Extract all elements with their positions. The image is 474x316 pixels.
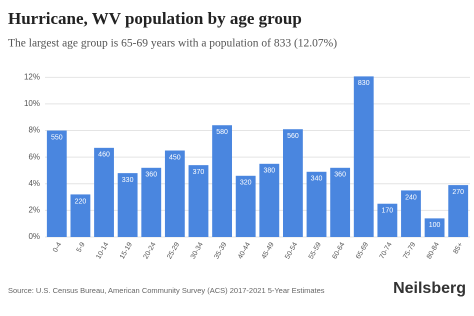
x-tick-label: 10-14 xyxy=(95,241,110,260)
data-label: 580 xyxy=(216,129,228,136)
bar xyxy=(46,130,67,237)
x-tick-label: 45-49 xyxy=(261,241,276,260)
data-label: 360 xyxy=(145,172,157,179)
bar xyxy=(212,125,232,237)
x-tick-label: 75-79 xyxy=(402,241,417,260)
chart-title: Hurricane, WV population by age group xyxy=(8,9,302,28)
source-note: Source: U.S. Census Bureau, American Com… xyxy=(8,286,325,295)
y-tick-label: 6% xyxy=(28,152,40,161)
data-label: 380 xyxy=(263,168,275,175)
x-tick-label: 85+ xyxy=(453,241,465,255)
x-tick-label: 70-74 xyxy=(379,241,394,260)
x-tick-label: 15-19 xyxy=(119,241,134,260)
data-label: 270 xyxy=(452,189,464,196)
x-tick-label: 50-54 xyxy=(284,241,299,260)
bar xyxy=(117,173,138,237)
x-tick-label: 35-39 xyxy=(213,241,228,260)
y-tick-label: 10% xyxy=(24,99,40,108)
data-label: 450 xyxy=(169,154,181,161)
x-tick-label: 55-59 xyxy=(308,241,323,260)
bar xyxy=(141,167,162,237)
x-tick-label: 60-64 xyxy=(331,241,346,260)
bar xyxy=(353,76,374,237)
bar xyxy=(306,171,327,237)
y-tick-label: 8% xyxy=(28,126,40,135)
bar xyxy=(235,175,256,237)
x-tick-label: 5-9 xyxy=(76,241,87,253)
bar xyxy=(377,203,398,237)
data-label: 240 xyxy=(405,194,417,201)
data-label: 340 xyxy=(311,176,323,183)
data-label: 100 xyxy=(429,222,441,229)
x-tick-label: 40-44 xyxy=(237,241,252,260)
x-tick-label: 20-24 xyxy=(143,241,158,260)
bar xyxy=(330,167,351,237)
bar xyxy=(448,185,469,237)
chart-subtitle: The largest age group is 65-69 years wit… xyxy=(8,38,337,50)
bar xyxy=(188,165,209,237)
x-tick-label: 65-69 xyxy=(355,241,370,260)
x-tick-label: 80-84 xyxy=(426,241,441,260)
bar xyxy=(401,190,421,237)
brand-logo: Neilsberg xyxy=(393,280,466,297)
x-tick-label: 30-34 xyxy=(190,241,205,260)
bar xyxy=(259,163,280,237)
data-label: 460 xyxy=(98,152,110,159)
x-tick-label: 25-29 xyxy=(166,241,181,260)
data-label: 330 xyxy=(122,177,134,184)
data-label: 550 xyxy=(51,134,63,141)
y-tick-label: 0% xyxy=(28,232,40,241)
y-tick-label: 2% xyxy=(28,205,40,214)
bar xyxy=(424,218,445,237)
bar xyxy=(94,147,114,237)
bar xyxy=(70,194,91,237)
data-label: 830 xyxy=(358,80,370,87)
y-tick-label: 4% xyxy=(28,179,40,188)
x-tick-label: 0-4 xyxy=(52,241,63,253)
data-label: 170 xyxy=(382,208,394,215)
data-label: 360 xyxy=(334,172,346,179)
bar xyxy=(164,150,185,237)
data-label: 320 xyxy=(240,180,252,187)
bar xyxy=(283,129,303,237)
data-label: 220 xyxy=(75,198,87,205)
data-label: 370 xyxy=(193,169,205,176)
y-tick-label: 12% xyxy=(24,72,40,81)
data-label: 560 xyxy=(287,133,299,140)
